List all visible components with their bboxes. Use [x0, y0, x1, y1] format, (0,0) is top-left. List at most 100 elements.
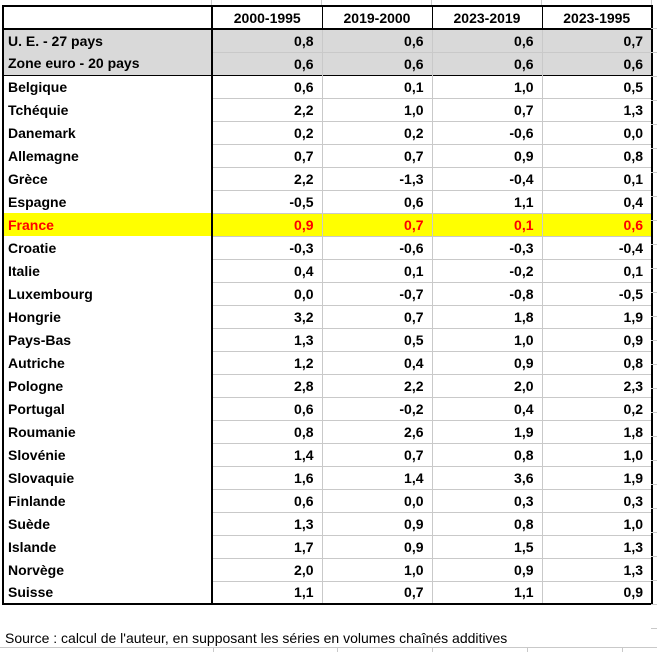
cell-value: 3,2 [211, 304, 322, 328]
cell-value: 2,0 [431, 373, 542, 397]
table-row: Roumanie 0,8 2,6 1,9 1,8 [3, 419, 652, 443]
cell-value: 0,4 [211, 258, 322, 282]
table-row: Portugal 0,6 -0,2 0,4 0,2 [3, 396, 652, 420]
cell-value: 1,4 [211, 442, 322, 466]
cell-value: -0,2 [431, 258, 542, 282]
cell-value: 1,4 [321, 465, 432, 489]
cell-value: 0,5 [541, 74, 652, 98]
cell-value: 0,0 [541, 120, 652, 144]
gridline-stub [321, 0, 322, 5]
gridline-stub [432, 648, 433, 652]
row-label: Portugal [3, 397, 213, 420]
cell-value: -1,3 [321, 166, 432, 190]
header-cell-2023-1995: 2023-1995 [541, 6, 652, 30]
cell-value: 0,6 [321, 189, 432, 213]
cell-value: 0,9 [321, 534, 432, 558]
table-row: Autriche 1,2 0,4 0,9 0,8 [3, 350, 652, 374]
cell-value: 0,6 [541, 51, 652, 75]
cell-value: 0,4 [541, 189, 652, 213]
table-row: Grèce 2,2 -1,3 -0,4 0,1 [3, 166, 652, 190]
cell-value: 1,2 [211, 350, 322, 374]
table-row: Suède 1,3 0,9 0,8 1,0 [3, 511, 652, 535]
cell-value: 0,7 [541, 28, 652, 52]
cell-value: 0,1 [541, 258, 652, 282]
row-label: Slovaquie [3, 466, 213, 489]
gridline-stub [622, 648, 623, 652]
row-label: Suède [3, 512, 213, 535]
cell-value: 0,7 [211, 143, 322, 167]
cell-value: 0,7 [321, 212, 432, 236]
cell-value: 3,6 [431, 465, 542, 489]
cell-value: 2,3 [541, 373, 652, 397]
cell-value: 2,0 [211, 557, 322, 581]
cell-value: 0,9 [211, 212, 322, 236]
cell-value: 2,2 [211, 97, 322, 121]
header-cell-empty [3, 6, 213, 30]
gridline-strip-right [651, 5, 657, 630]
cell-value: 1,0 [321, 97, 432, 121]
row-label: Norvège [3, 558, 213, 581]
cell-value: 0,8 [431, 442, 542, 466]
cell-value: 1,9 [541, 304, 652, 328]
cell-value: 0,0 [211, 281, 322, 305]
cell-value: 1,1 [431, 189, 542, 213]
cell-value: 1,5 [431, 534, 542, 558]
row-label: Islande [3, 535, 213, 558]
cell-value: 1,8 [431, 304, 542, 328]
cell-value: 0,0 [321, 488, 432, 512]
table-row: Croatie -0,3 -0,6 -0,3 -0,4 [3, 235, 652, 259]
table-row: Slovénie 1,4 0,7 0,8 1,0 [3, 442, 652, 466]
row-label: Zone euro - 20 pays [3, 52, 213, 75]
header-cell-2023-2019: 2023-2019 [431, 6, 542, 30]
cell-value: 0,9 [321, 511, 432, 535]
table-row: Luxembourg 0,0 -0,7 -0,8 -0,5 [3, 281, 652, 305]
row-label: Hongrie [3, 305, 213, 328]
cell-value: 0,6 [211, 488, 322, 512]
cell-value: -0,4 [541, 235, 652, 259]
table-row: France 0,9 0,7 0,1 0,6 [3, 212, 652, 236]
cell-value: 1,0 [541, 511, 652, 535]
cell-value: 1,3 [541, 557, 652, 581]
cell-value: 1,3 [541, 534, 652, 558]
cell-value: -0,8 [431, 281, 542, 305]
cell-value: 0,2 [321, 120, 432, 144]
cell-value: 0,6 [431, 28, 542, 52]
cell-value: 0,7 [321, 442, 432, 466]
row-label: Allemagne [3, 144, 213, 167]
cell-value: 0,7 [431, 97, 542, 121]
cell-value: 0,6 [211, 51, 322, 75]
cell-value: 0,8 [211, 419, 322, 443]
cell-value: 2,2 [321, 373, 432, 397]
row-label: Pays-Bas [3, 328, 213, 351]
cell-value: 0,4 [321, 350, 432, 374]
table-row: Hongrie 3,2 0,7 1,8 1,9 [3, 304, 652, 328]
cell-value: 1,3 [211, 327, 322, 351]
row-label: Belgique [3, 74, 213, 98]
cell-value: 0,1 [541, 166, 652, 190]
bottom-gridline [0, 647, 657, 648]
cell-value: 0,9 [541, 580, 652, 604]
table-row: Suisse 1,1 0,7 1,1 0,9 [3, 580, 652, 604]
cell-value: 0,8 [211, 28, 322, 52]
cell-value: 1,1 [431, 580, 542, 604]
cell-value: 0,7 [321, 143, 432, 167]
gridline-stub [527, 648, 528, 652]
row-label: Roumanie [3, 420, 213, 443]
cell-value: 1,8 [541, 419, 652, 443]
row-label: Danemark [3, 121, 213, 144]
cell-value: 1,3 [541, 97, 652, 121]
row-label: U. E. - 27 pays [3, 29, 213, 52]
table-row: Italie 0,4 0,1 -0,2 0,1 [3, 258, 652, 282]
table-row: Finlande 0,6 0,0 0,3 0,3 [3, 488, 652, 512]
cell-value: 0,7 [321, 304, 432, 328]
cell-value: 0,2 [211, 120, 322, 144]
header-cell-2019-2000: 2019-2000 [321, 6, 432, 30]
table-row: Tchéquie 2,2 1,0 0,7 1,3 [3, 97, 652, 121]
cell-value: 0,1 [431, 212, 542, 236]
cell-value: 0,6 [541, 212, 652, 236]
table-row: Zone euro - 20 pays 0,6 0,6 0,6 0,6 [3, 51, 652, 75]
table-row: Allemagne 0,7 0,7 0,9 0,8 [3, 143, 652, 167]
data-table: 2000-1995 2019-2000 2023-2019 2023-1995 … [2, 5, 653, 605]
cell-value: 1,0 [431, 327, 542, 351]
table-row: Pologne 2,8 2,2 2,0 2,3 [3, 373, 652, 397]
